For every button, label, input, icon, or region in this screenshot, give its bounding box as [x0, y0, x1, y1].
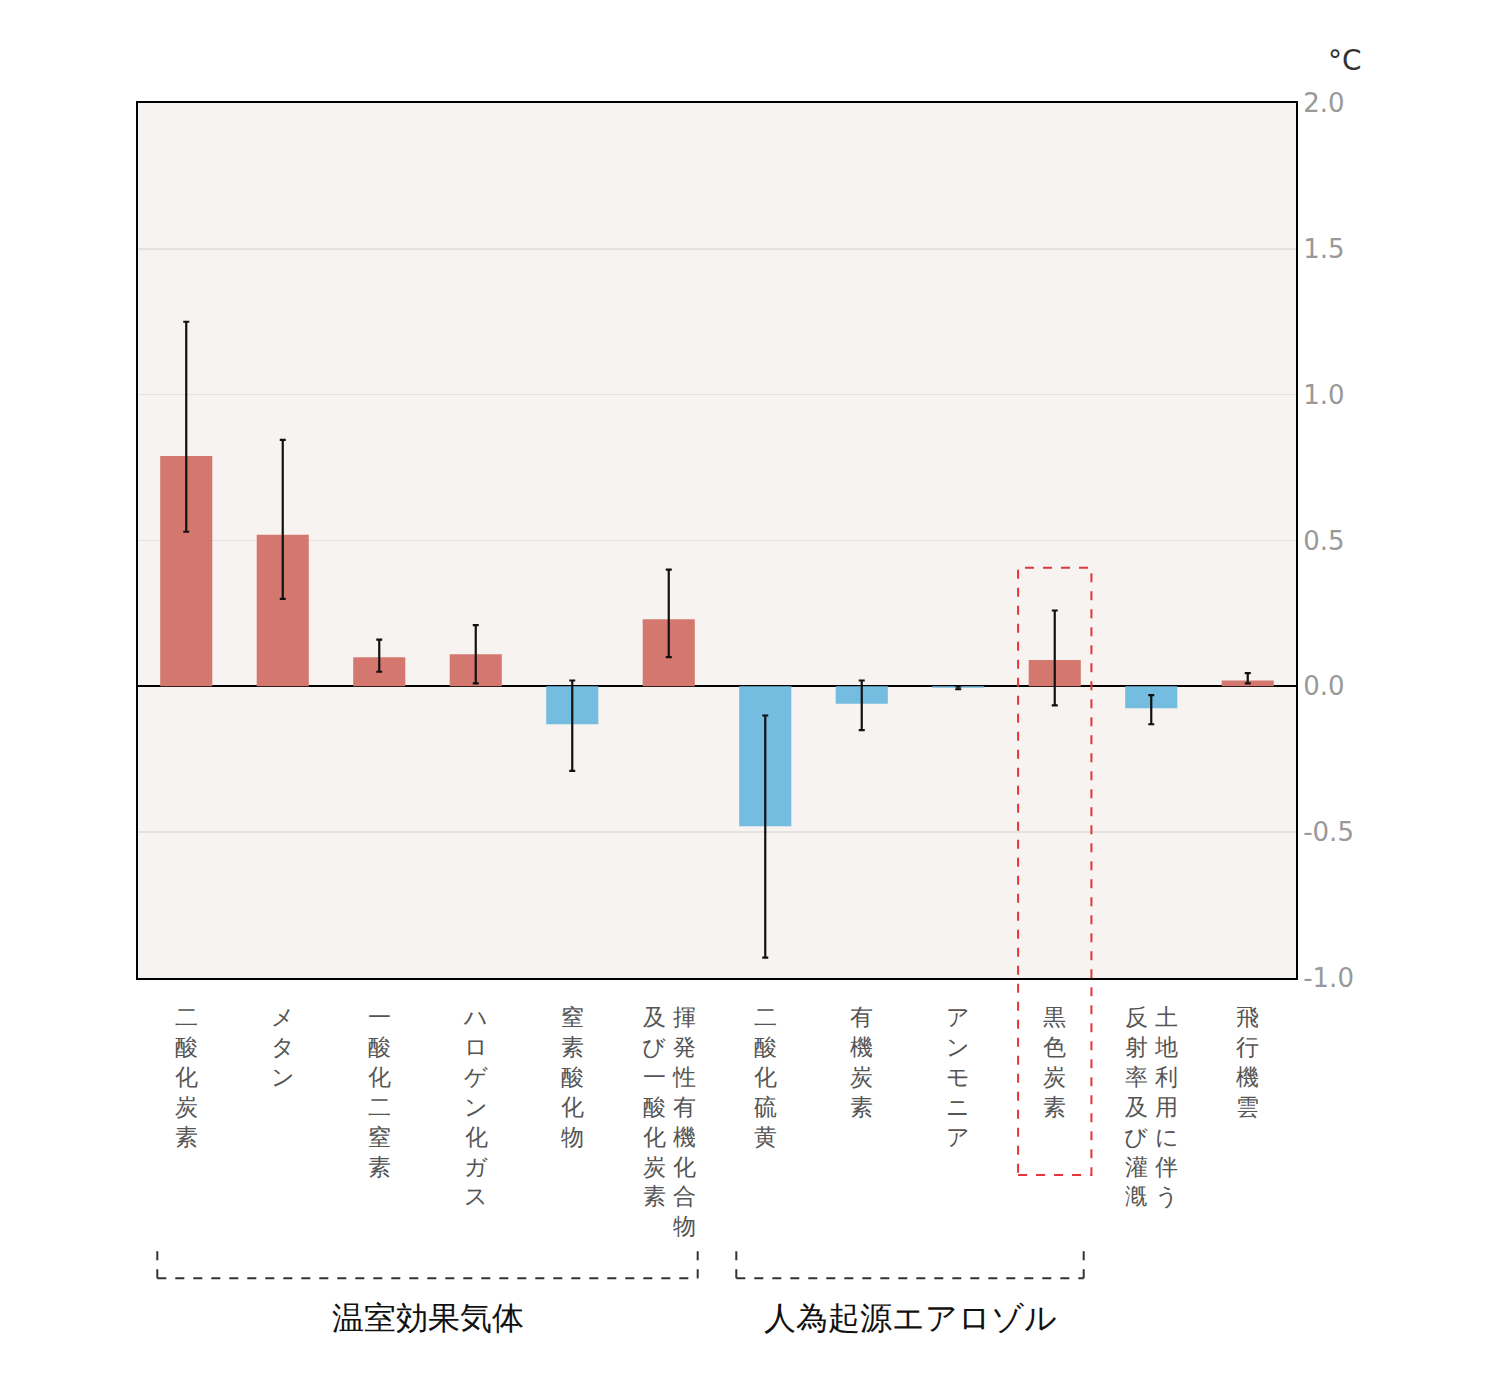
svg-text:0.5: 0.5 — [1303, 526, 1344, 556]
svg-text:揮発性有機化合物: 揮発性有機化合物 — [672, 1004, 696, 1239]
svg-text:ハロゲン化ガス: ハロゲン化ガス — [463, 1004, 488, 1209]
svg-text:及び一酸化炭素: 及び一酸化炭素 — [642, 1004, 666, 1209]
svg-text:一酸化二窒素: 一酸化二窒素 — [368, 1004, 391, 1180]
svg-text:二酸化炭素: 二酸化炭素 — [175, 1004, 198, 1150]
svg-text:飛行機雲: 飛行機雲 — [1236, 1004, 1259, 1120]
svg-text:-0.5: -0.5 — [1303, 817, 1354, 847]
svg-text:黒色炭素: 黒色炭素 — [1043, 1004, 1066, 1120]
svg-text:アンモニア: アンモニア — [946, 1004, 970, 1150]
svg-text:人為起源エアロゾル: 人為起源エアロゾル — [764, 1299, 1057, 1337]
svg-text:1.5: 1.5 — [1303, 234, 1344, 264]
svg-text:-1.0: -1.0 — [1303, 963, 1354, 993]
svg-text:二酸化硫黄: 二酸化硫黄 — [754, 1004, 777, 1150]
svg-text:1.0: 1.0 — [1303, 380, 1344, 410]
svg-text:有機炭素: 有機炭素 — [850, 1004, 873, 1120]
svg-text:反射率及び灌漑: 反射率及び灌漑 — [1124, 1004, 1148, 1209]
svg-text:窒素酸化物: 窒素酸化物 — [561, 1004, 584, 1150]
svg-text:温室効果気体: 温室効果気体 — [332, 1299, 524, 1337]
svg-text:メタン: メタン — [271, 1004, 295, 1090]
svg-text:土地利用に伴う: 土地利用に伴う — [1154, 1004, 1179, 1209]
svg-text:2.0: 2.0 — [1303, 88, 1344, 118]
svg-text:°C: °C — [1328, 44, 1362, 77]
svg-text:0.0: 0.0 — [1303, 671, 1344, 701]
